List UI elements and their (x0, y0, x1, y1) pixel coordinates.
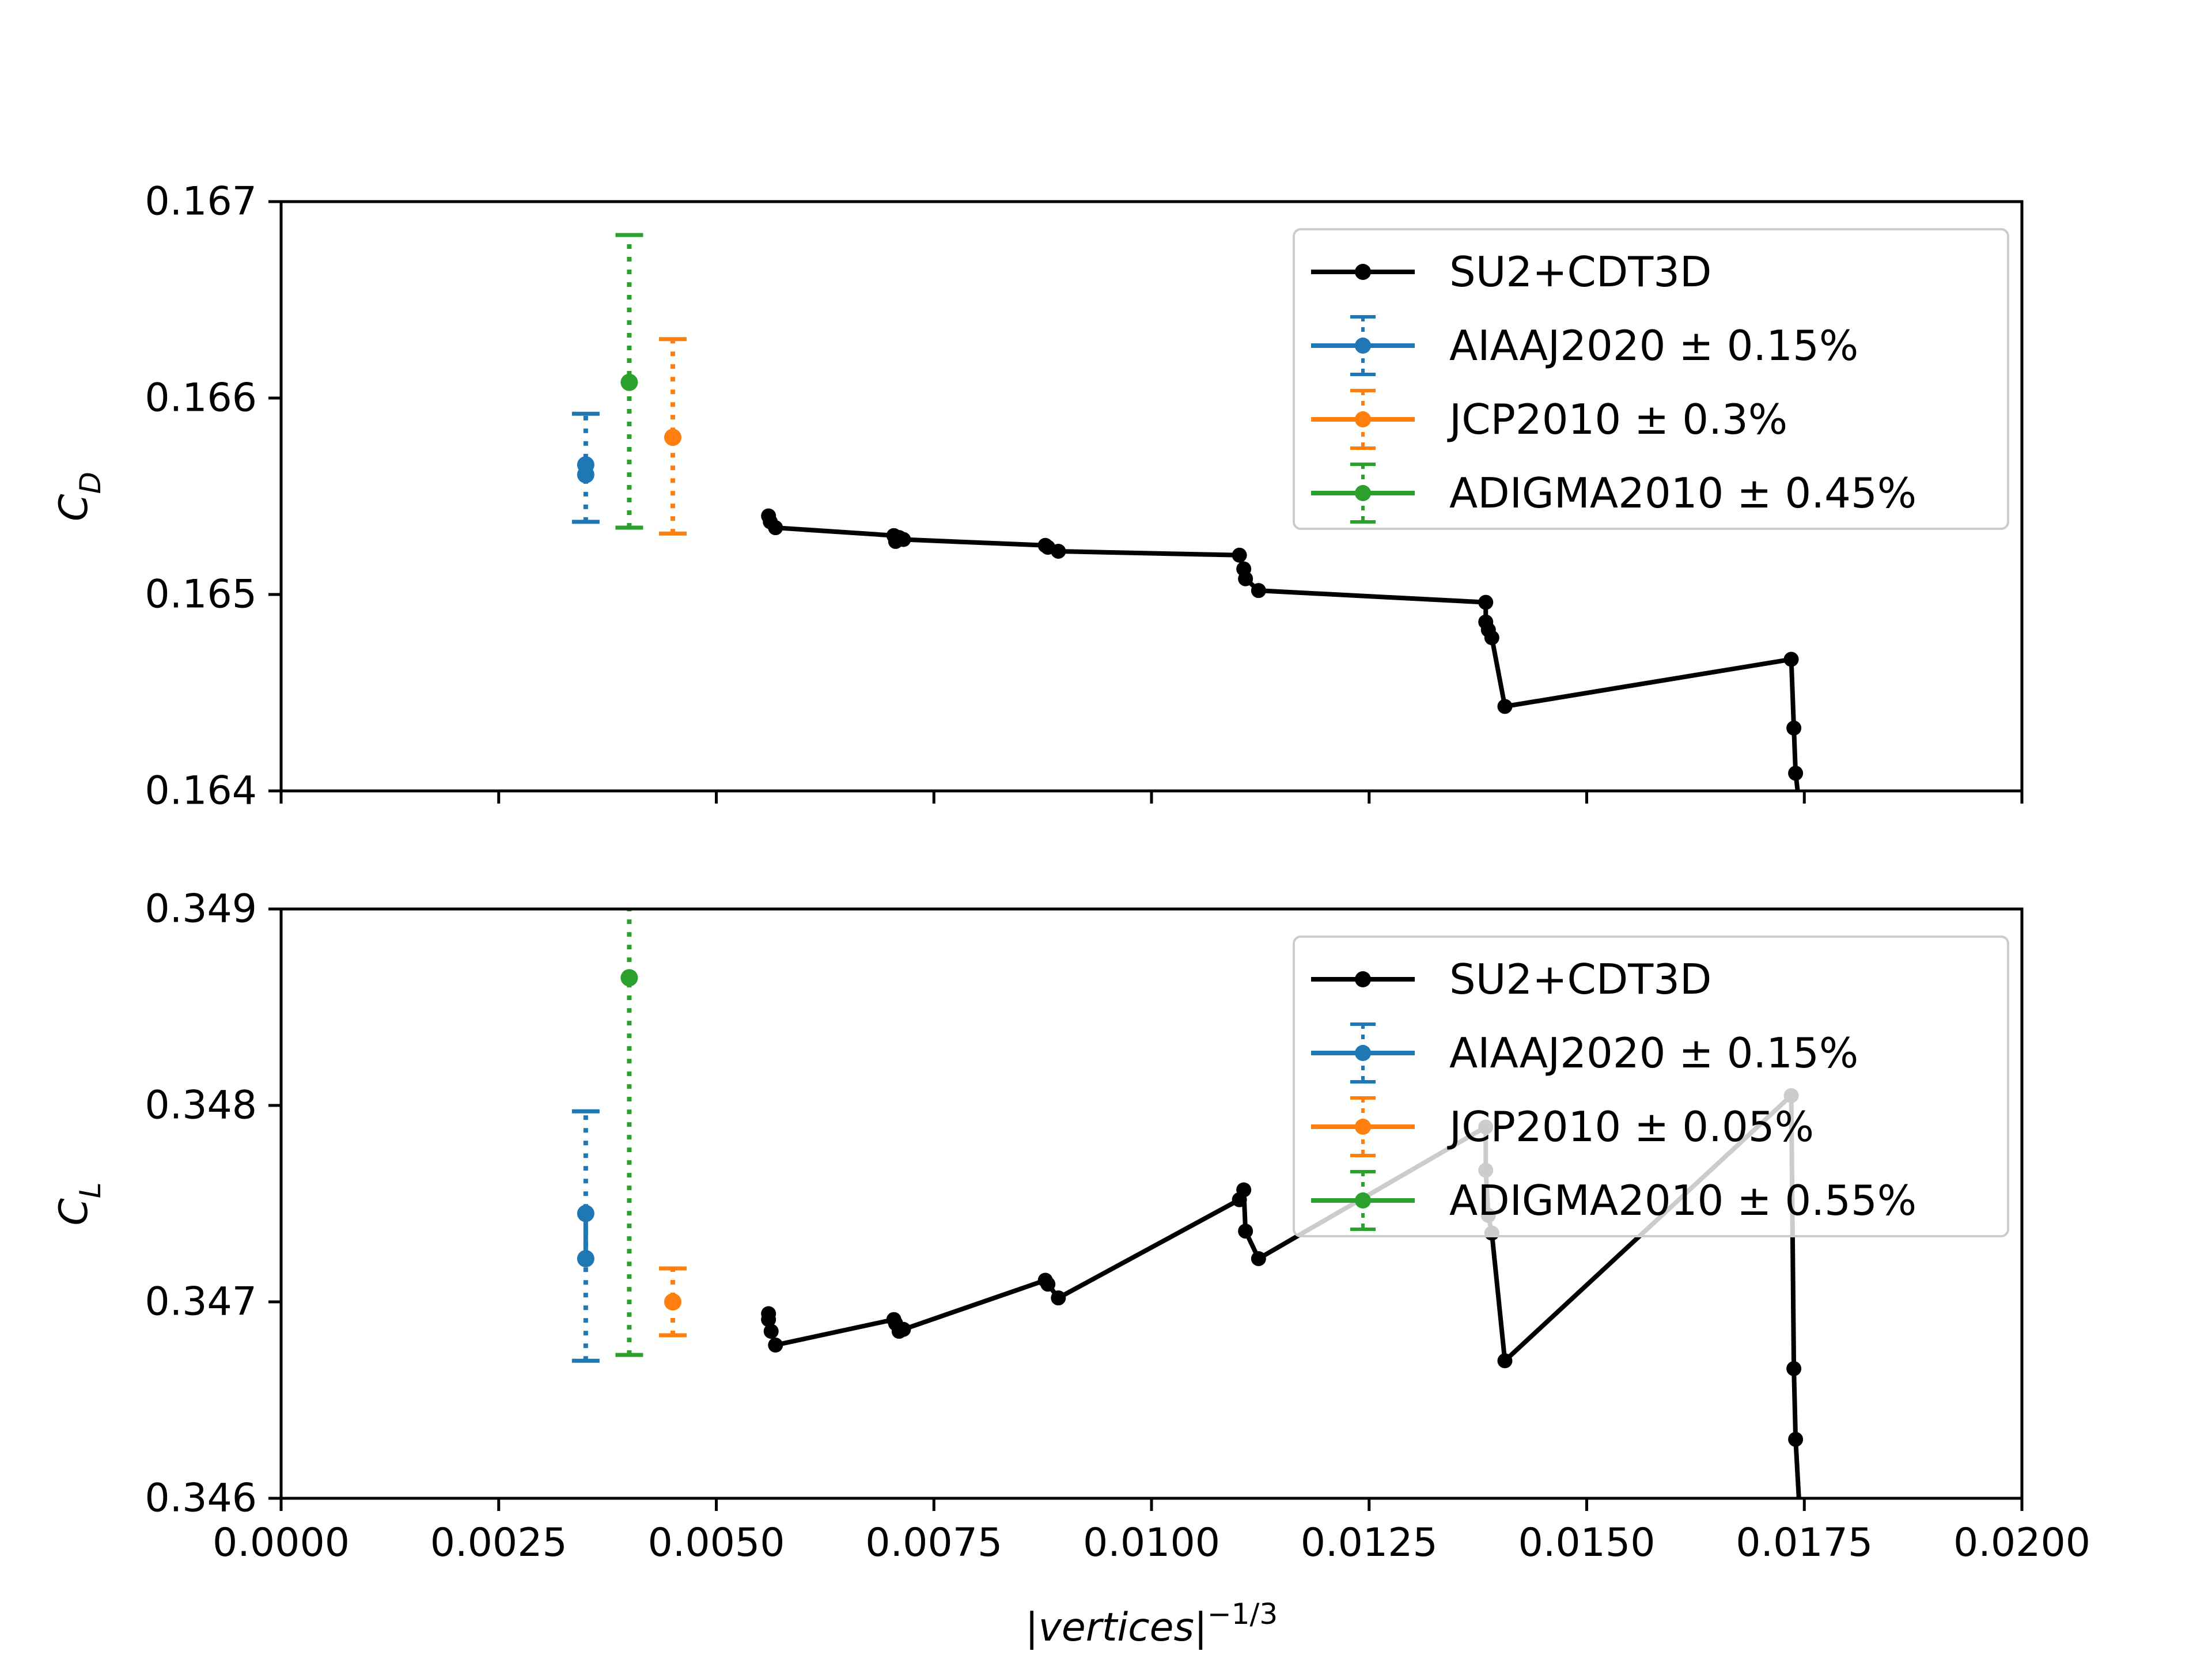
legend-label: SU2+CDT3D (1449, 955, 1711, 1003)
drag-legend: SU2+CDT3D AIAAJ2020 ± 0.15% JCP2010 ± 0.3%… (1293, 228, 2009, 530)
legend-marker (1355, 971, 1371, 987)
x-tick-label: 0.0200 (1953, 1520, 2090, 1566)
y-tick-label: 0.167 (145, 179, 257, 225)
su2-data-point (768, 520, 783, 536)
legend-label: JCP2010 ± 0.05% (1447, 1103, 1814, 1151)
legend-box (1293, 228, 2009, 530)
su2-data-point (1251, 583, 1266, 599)
x-tick-label: 0.0025 (430, 1520, 567, 1566)
su2-data-point (1786, 1361, 1802, 1376)
x-tick-label: 0.0150 (1518, 1520, 1656, 1566)
su2-data-point (1484, 630, 1499, 646)
reference-point (664, 429, 681, 446)
lift-coefficient-panel: 0.0000 0.0025 0.0050 0.0075 0.0100 0.0125 0.01… (51, 887, 2090, 1566)
drag-y-axis-label: CD (51, 472, 108, 521)
legend-marker (1355, 411, 1371, 427)
reference-point (577, 1249, 594, 1267)
legend-label: AIAAJ2020 ± 0.15% (1449, 1029, 1858, 1077)
su2-data-point (1238, 571, 1253, 586)
x-axis-label: |vertices|−1/3 (1025, 1597, 1278, 1650)
x-tick-label: 0.0100 (1083, 1520, 1220, 1566)
legend-label: ADIGMA2010 ± 0.55% (1449, 1176, 1916, 1225)
x-tick-label: 0.0075 (865, 1520, 1002, 1566)
drag-axis-ticks: 0.164 0.165 0.166 0.167 (145, 179, 2024, 814)
su2-data-point (1478, 594, 1494, 610)
legend-box (1293, 935, 2009, 1237)
su2-data-point (1497, 1353, 1513, 1369)
x-tick-label: 0.0000 (213, 1520, 350, 1566)
su2-data-point (1251, 1251, 1266, 1266)
su2-data-point (1051, 1290, 1066, 1306)
su2-data-point (1236, 1182, 1252, 1198)
x-tick-label: 0.0050 (648, 1520, 785, 1566)
su2-data-point (1497, 699, 1513, 714)
y-tick-label: 0.348 (145, 1083, 257, 1128)
y-tick-label: 0.346 (145, 1476, 257, 1521)
su2-data-point (1788, 766, 1804, 781)
legend-marker (1355, 264, 1371, 280)
y-tick-label: 0.165 (145, 572, 257, 618)
legend-label: AIAAJ2020 ± 0.15% (1449, 321, 1858, 370)
y-tick-label: 0.166 (145, 376, 257, 421)
y-tick-label: 0.347 (145, 1279, 257, 1325)
su2-data-point (1051, 543, 1066, 559)
legend-label: JCP2010 ± 0.3% (1447, 395, 1787, 444)
su2-data-point (1238, 1224, 1253, 1239)
reference-point (620, 969, 638, 987)
legend-marker (1355, 1119, 1371, 1135)
legend-marker (1355, 1192, 1371, 1209)
y-tick-label: 0.349 (145, 887, 257, 932)
reference-point (577, 1205, 594, 1222)
su2-data-point (763, 1324, 779, 1339)
legend-label: SU2+CDT3D (1449, 248, 1711, 296)
legend-marker (1355, 485, 1371, 501)
legend-marker (1355, 338, 1371, 354)
legend-marker (1355, 1045, 1371, 1061)
su2-series-line (766, 515, 1800, 791)
reference-point (577, 465, 594, 483)
lift-legend: SU2+CDT3D AIAAJ2020 ± 0.15% JCP2010 ± 0.05… (1293, 935, 2009, 1237)
lift-axis-ticks: 0.0000 0.0025 0.0050 0.0075 0.0100 0.0125 0.01… (145, 887, 2090, 1566)
su2-data-point (1793, 803, 1808, 818)
x-tick-label: 0.0175 (1736, 1520, 1873, 1566)
su2-data-point (896, 532, 911, 547)
lift-y-axis-label: CL (51, 1182, 108, 1225)
y-tick-label: 0.164 (145, 768, 257, 814)
su2-data-point (1232, 547, 1247, 563)
drag-coefficient-panel: 0.164 0.165 0.166 0.167 CD SU2+CDT3D AIAAJ20… (51, 179, 2024, 818)
su2-data-point (896, 1321, 911, 1337)
su2-data-point (1783, 652, 1799, 667)
su2-data-point (761, 1312, 777, 1327)
su2-data-point (1040, 1277, 1056, 1292)
x-tick-label: 0.0125 (1301, 1520, 1438, 1566)
su2-data-point (768, 1338, 783, 1353)
reference-point (664, 1293, 681, 1310)
su2-data-point (1786, 720, 1802, 736)
legend-label: ADIGMA2010 ± 0.45% (1449, 469, 1916, 517)
su2-data-point (1788, 1431, 1804, 1447)
drag-plot-area (571, 233, 1808, 818)
reference-point (620, 373, 638, 391)
